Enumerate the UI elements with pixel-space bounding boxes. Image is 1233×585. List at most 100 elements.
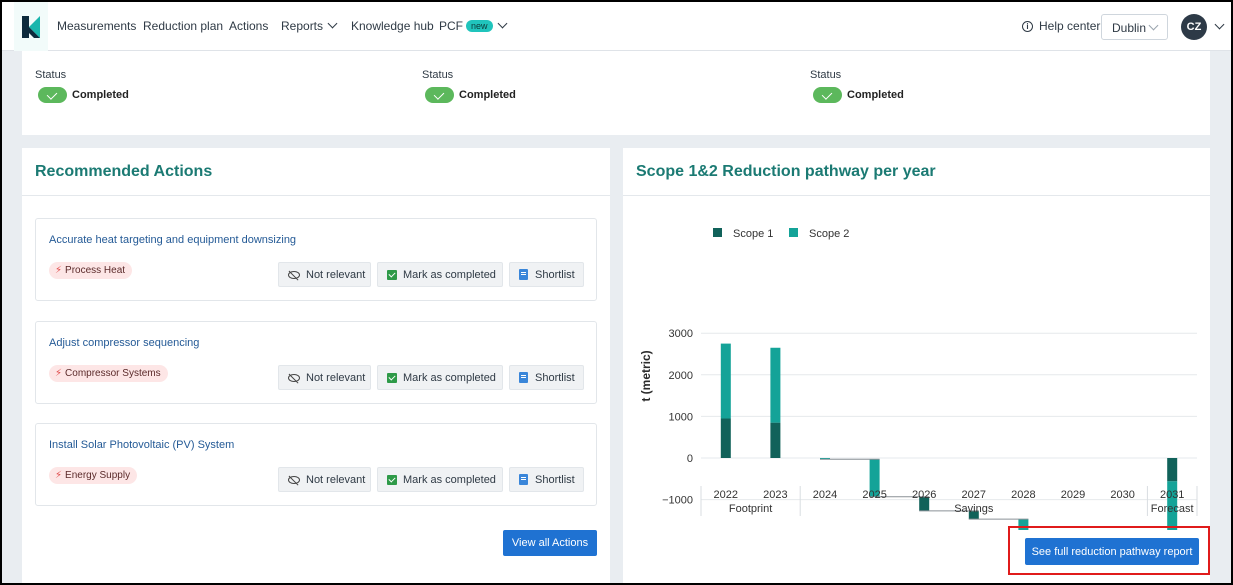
full-pathway-report-button[interactable]: See full reduction pathway report [1025,538,1199,565]
x-tick-label: 2022 [714,489,738,501]
recommended-actions-panel: Recommended Actions Accurate heat target… [22,148,610,583]
bar-2023-scope-1 [770,422,781,458]
shortlist-button[interactable]: Shortlist [509,467,584,492]
bar-2025-scope-2 [869,459,880,497]
user-avatar[interactable]: CZ [1181,14,1207,40]
bolt-icon: ⚡︎ [55,368,63,379]
x-tick-label: 2031 [1160,489,1184,501]
action-card: Accurate heat targeting and equipment do… [35,218,597,301]
bar-2031-scope-1 [1167,458,1178,482]
nav-reports[interactable]: Reports [281,18,338,33]
x-group-label: Forecast [1151,503,1194,515]
button-label: Mark as completed [403,268,496,281]
category-tag: ⚡︎ Process Heat [49,262,133,279]
bar-2024-scope-2 [820,458,830,460]
shortlist-button[interactable]: Shortlist [509,262,584,287]
legend-swatch [789,228,798,237]
chevron-down-icon[interactable] [1214,19,1225,30]
category-tag: ⚡︎ Compressor Systems [49,365,168,382]
bar-2027-scope-1 [968,510,979,520]
eye-slash-icon [288,475,300,484]
x-tick-label: 2025 [862,489,886,501]
y-tick-label: 0 [687,453,693,465]
tag-label: Process Heat [65,265,126,276]
bolt-icon: ⚡︎ [55,470,63,481]
bar-2022-scope-1 [720,418,731,458]
tag-label: Energy Supply [65,470,131,481]
legend-label: Scope 2 [809,228,849,240]
action-title-link[interactable]: Adjust compressor sequencing [49,337,200,349]
mark-completed-button[interactable]: Mark as completed [377,365,503,390]
check-icon [38,87,67,103]
nav-actions[interactable]: Actions [229,19,269,33]
button-label: Shortlist [535,473,575,486]
mark-completed-button[interactable]: Mark as completed [377,467,503,492]
y-tick-label: −1000 [662,495,693,507]
not-relevant-button[interactable]: Not relevant [278,365,371,390]
check-icon [813,87,842,103]
panel-title: Recommended Actions [35,163,213,180]
y-axis-label: t (metric) [639,350,653,401]
nav-pcf[interactable]: PCF new [439,18,507,33]
button-label: Mark as completed [403,473,496,486]
divider [22,195,610,196]
panel-title: Scope 1&2 Reduction pathway per year [636,163,936,180]
nav-pcf-label: PCF [439,19,463,33]
action-card: Install Solar Photovoltaic (PV) System ⚡… [35,423,597,506]
top-nav: Measurements Reduction plan Actions Repo… [2,2,1231,51]
nav-knowledge-hub[interactable]: Knowledge hub [351,19,434,33]
eye-slash-icon [288,270,300,279]
bolt-icon: ⚡︎ [55,265,63,276]
help-center-link[interactable]: i Help center [1022,19,1100,33]
status-value: Completed [35,87,129,103]
status-text: Completed [459,89,516,101]
bar-2028-scope-2 [1018,519,1029,530]
logo-icon [22,15,40,38]
check-icon [425,87,454,103]
shortlist-button[interactable]: Shortlist [509,365,584,390]
nav-reports-label: Reports [281,19,324,33]
mark-completed-button[interactable]: Mark as completed [377,262,503,287]
help-center-label: Help center [1039,19,1101,33]
info-icon: i [1022,20,1033,32]
category-tag: ⚡︎ Energy Supply [49,467,138,484]
bar-2026-scope-1 [919,496,930,511]
x-tick-label: 2027 [962,489,986,501]
status-block: Status Completed [422,69,516,103]
view-all-actions-button[interactable]: View all Actions [503,530,597,556]
status-card: Status Completed Status Completed Status… [22,51,1210,135]
status-label: Status [35,69,67,81]
action-title-link[interactable]: Accurate heat targeting and equipment do… [49,234,297,246]
not-relevant-button[interactable]: Not relevant [278,467,371,492]
legend-swatch [713,228,722,237]
action-title-link[interactable]: Install Solar Photovoltaic (PV) System [49,439,235,451]
highlight-annotation [1008,526,1210,575]
checkbox-icon [387,372,397,383]
not-relevant-button[interactable]: Not relevant [278,262,371,287]
button-label: Shortlist [535,371,575,384]
nav-measurements[interactable]: Measurements [57,19,137,33]
app-logo[interactable] [14,2,48,51]
x-group-label: Footprint [729,503,772,515]
location-select[interactable]: Dublin [1101,14,1168,40]
chevron-down-icon [497,18,507,29]
x-tick-label: 2030 [1110,489,1134,501]
checkbox-icon [387,269,397,280]
divider [623,195,1210,196]
y-tick-label: 3000 [669,328,693,340]
legend-label: Scope 1 [733,228,773,240]
bookmark-icon [519,269,528,280]
bar-2031-scope-2 [1167,481,1178,530]
status-label: Status [810,69,842,81]
x-tick-label: 2024 [813,489,837,501]
status-value: Completed [810,87,904,103]
nav-reduction-plan[interactable]: Reduction plan [143,19,224,33]
x-tick-label: 2028 [1011,489,1035,501]
checkbox-icon [387,474,397,485]
y-tick-label: 1000 [669,411,693,423]
status-text: Completed [847,89,904,101]
tag-label: Compressor Systems [65,368,161,379]
button-label: Not relevant [306,371,366,384]
